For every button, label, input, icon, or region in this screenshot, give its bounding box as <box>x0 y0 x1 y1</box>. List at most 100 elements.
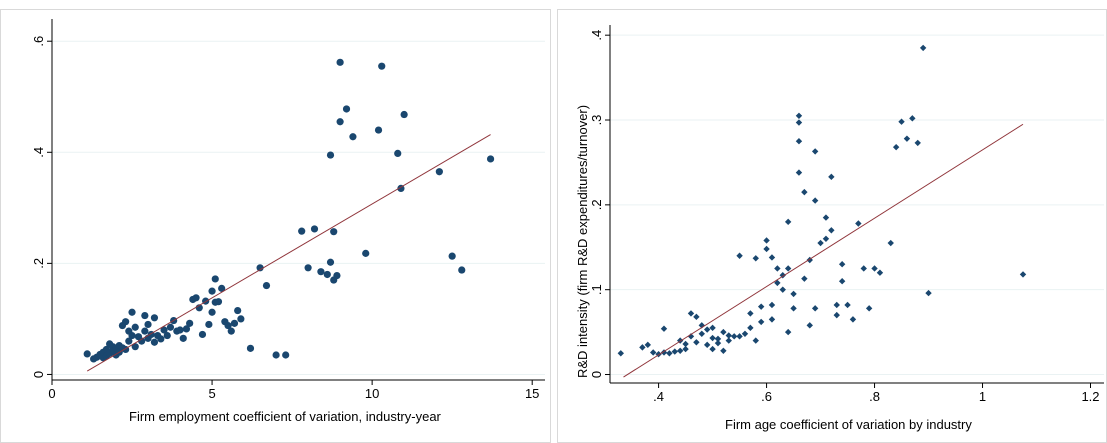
right-data-point <box>714 339 722 347</box>
right-data-point <box>703 326 711 333</box>
left-x-tick-label: 0 <box>48 386 55 401</box>
left-data-point <box>131 323 139 331</box>
left-data-point <box>122 318 130 326</box>
right-data-point <box>617 350 624 357</box>
right-data-point <box>741 330 749 337</box>
left-data-point <box>125 337 133 345</box>
right-x-tick-label: 1.2 <box>1081 389 1099 404</box>
right-data-point <box>666 350 673 357</box>
left-data-point <box>298 227 306 235</box>
left-data-point <box>237 315 245 323</box>
right-data-point <box>822 235 830 242</box>
left-data-point <box>458 266 466 274</box>
left-scatter-panel: 0 .2 .4 .6 0 5 10 15 Firm employment coefficien… <box>0 0 551 443</box>
right-x-axis-title: Firm age coefficient of variation by ind… <box>725 417 972 432</box>
right-data-point <box>774 265 781 272</box>
right-data-point <box>844 301 851 309</box>
left-data-point <box>330 228 338 236</box>
right-y-tick-label: 0 <box>589 371 604 378</box>
right-data-point <box>833 301 840 309</box>
left-data-point <box>163 331 171 340</box>
left-y-tick-label: .6 <box>31 36 46 47</box>
right-data-point <box>838 277 846 285</box>
right-data-point <box>757 318 765 326</box>
right-data-point <box>768 254 776 261</box>
right-data-point <box>709 324 716 332</box>
right-data-point <box>790 290 797 298</box>
right-data-point <box>747 324 754 332</box>
left-data-point <box>179 334 187 342</box>
left-data-point <box>166 323 175 331</box>
right-data-point <box>898 118 905 125</box>
left-data-point <box>131 343 139 351</box>
right-data-point <box>676 347 684 354</box>
right-y-tick-label: .1 <box>589 284 604 295</box>
right-y-tick-label: .2 <box>589 199 604 210</box>
left-data-point <box>326 258 335 266</box>
left-data-point <box>227 327 235 335</box>
left-data-point <box>208 308 216 316</box>
right-data-point <box>1019 271 1027 278</box>
left-x-axis-title: Firm employment coefficient of variation… <box>129 409 441 424</box>
right-data-point <box>757 303 765 310</box>
left-data-point <box>394 149 402 158</box>
right-data-point <box>709 334 716 342</box>
right-data-point <box>644 341 651 349</box>
right-data-point <box>811 305 819 312</box>
left-data-point <box>333 271 341 280</box>
right-data-point <box>865 305 873 312</box>
right-data-point <box>649 349 657 356</box>
left-data-point <box>336 118 344 126</box>
right-data-point <box>784 265 792 272</box>
left-data-point <box>256 264 264 272</box>
left-data-point <box>192 294 200 302</box>
left-data-point <box>448 252 456 260</box>
left-data-point <box>157 335 165 343</box>
left-data-point <box>326 151 335 159</box>
right-data-point <box>849 316 857 323</box>
right-data-point <box>660 349 668 356</box>
left-data-point <box>400 110 408 119</box>
left-data-point <box>150 314 159 322</box>
left-data-point <box>342 105 351 113</box>
right-data-point <box>720 347 727 354</box>
right-x-tick-label: .4 <box>653 389 664 404</box>
right-data-point <box>709 345 716 353</box>
right-data-point <box>833 311 840 319</box>
right-data-point <box>822 214 830 221</box>
left-data-point <box>304 264 312 272</box>
left-data-point <box>323 270 331 279</box>
right-data-point <box>903 135 911 142</box>
right-data-point <box>779 286 786 293</box>
left-data-point <box>486 155 495 163</box>
right-data-point <box>795 112 803 119</box>
left-data-point <box>198 330 207 339</box>
right-data-point <box>698 330 705 337</box>
left-data-point <box>234 306 242 315</box>
left-data-point <box>141 327 149 335</box>
right-data-point <box>811 148 819 155</box>
right-data-point <box>828 173 835 181</box>
left-data-point <box>208 287 216 295</box>
right-data-point <box>682 345 689 353</box>
right-y-axis-title: R&D intensity (firm R&D expenditures/tur… <box>575 104 590 378</box>
right-data-point <box>671 348 678 355</box>
left-data-point <box>138 337 146 345</box>
right-scatter-panel: 0 .1 .2 .3 .4 .4 .6 .8 1 1.2 Firm age coefficient… <box>557 0 1107 443</box>
right-data-point <box>687 310 695 317</box>
left-data-point <box>141 311 149 320</box>
left-data-point <box>374 126 383 134</box>
left-data-point <box>186 319 194 327</box>
left-data-point <box>144 320 152 329</box>
right-data-point <box>860 265 867 272</box>
left-data-point <box>246 344 255 352</box>
left-data-point <box>150 338 159 346</box>
left-y-tick-label: .4 <box>31 147 46 158</box>
left-data-point <box>214 298 223 306</box>
right-data-point <box>806 322 813 329</box>
left-data-point <box>218 284 226 292</box>
right-data-point <box>892 143 900 151</box>
right-data-point <box>747 310 754 317</box>
right-data-point <box>828 227 835 234</box>
right-data-point <box>795 169 803 176</box>
